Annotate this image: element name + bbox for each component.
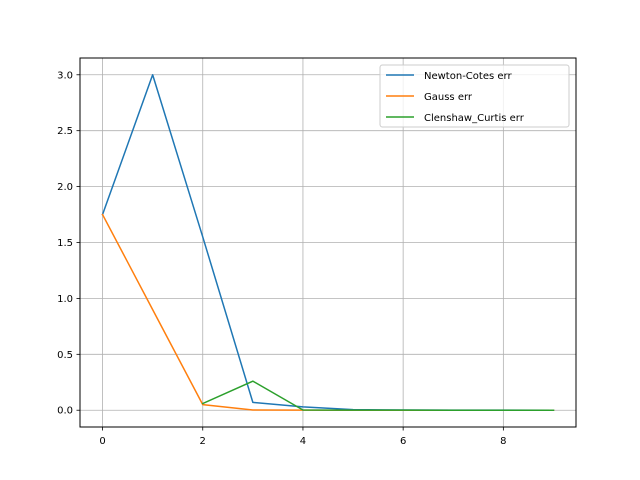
x-tick-label: 0 (99, 436, 105, 447)
series-line-3 (201, 380, 555, 411)
x-tick-label: 6 (400, 436, 406, 447)
x-tick-label: 4 (300, 436, 306, 447)
legend-label: Newton-Cotes err (424, 71, 512, 82)
legend-label: Gauss err (424, 92, 473, 103)
y-tick-label: 3.0 (57, 70, 73, 81)
legend-box (379, 64, 570, 128)
legend: Newton-Cotes err Gauss err Clenshaw_Curtis… (379, 64, 570, 128)
y-axis-ticks: 0.0 0.5 1.0 1.5 2.0 2.5 3.0 (57, 70, 80, 417)
x-tick-label: 2 (200, 436, 206, 447)
y-tick-label: 0.5 (57, 350, 73, 361)
y-tick-label: 2.5 (57, 126, 73, 137)
y-tick-label: 0.0 (57, 406, 73, 417)
series-lines (101, 74, 555, 411)
y-tick-label: 1.5 (57, 238, 73, 249)
legend-label: Clenshaw_Curtis err (424, 113, 525, 124)
x-axis-ticks: 0 2 4 6 8 (99, 427, 507, 447)
y-tick-label: 2.0 (57, 182, 73, 193)
grid-lines (80, 58, 576, 427)
x-tick-label: 8 (500, 436, 506, 447)
y-tick-label: 1.0 (57, 294, 73, 305)
